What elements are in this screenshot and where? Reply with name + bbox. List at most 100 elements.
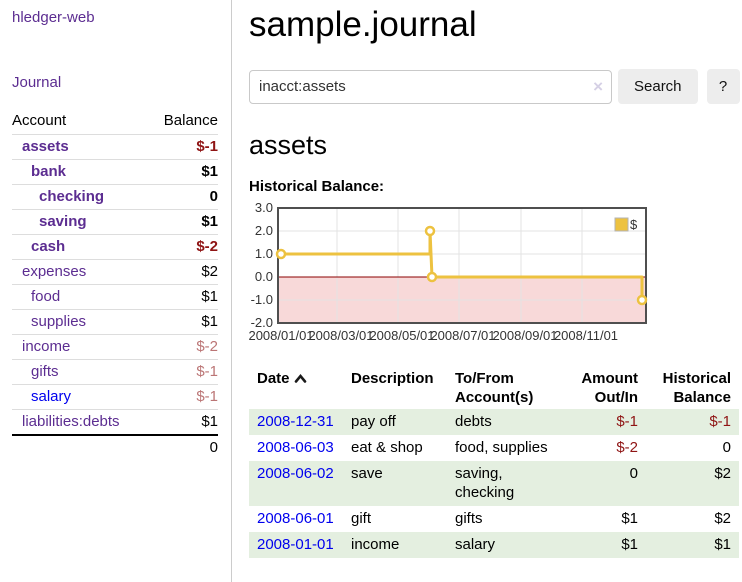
account-link-assets[interactable]: assets [22,138,69,155]
account-total-row: 0 [12,434,218,460]
sort-ascending-icon [294,370,307,389]
legend-swatch [614,217,629,232]
x-gridlines [336,209,583,322]
account-row: expenses $2 [12,259,218,285]
date-column-header[interactable]: Date [249,367,343,409]
account-balance: $-1 [148,134,218,160]
transaction-amount: $1 [562,532,646,558]
transaction-date-link[interactable]: 2008-06-02 [257,465,334,482]
search-input[interactable] [249,69,612,104]
transaction-accounts: salary [447,532,562,558]
search-box: × [249,69,612,104]
transaction-amount: 0 [562,461,646,506]
y-tick-labels: 3.0 2.0 1.0 0.0 -1.0 -2.0 [251,200,273,330]
account-link-cash[interactable]: cash [31,238,66,255]
svg-text:0.0: 0.0 [255,269,273,284]
account-row: salary $-1 [12,384,218,410]
account-row: checking 0 [12,184,218,210]
transaction-description: gift [351,510,372,527]
chart-title: Historical Balance: [249,178,385,195]
legend-label: $ [630,217,638,232]
register-header-row: Date Description To/From Account(s) Amou… [249,367,739,409]
account-balance: $1 [148,284,218,310]
account-link-bank[interactable]: bank [31,163,67,180]
account-link-expenses[interactable]: expenses [22,263,87,280]
transaction-row[interactable]: 2008-06-03 eat & shop food, supplies $-2… [249,435,739,461]
transaction-description: pay off [343,409,447,435]
transaction-balance: $-1 [646,409,739,435]
account-balance: $-2 [148,234,218,260]
account-link-food[interactable]: food [31,288,61,305]
transaction-accounts: debts [447,409,562,435]
transaction-date-link[interactable]: 2008-12-31 [257,413,334,430]
data-points [275,225,648,306]
account-balance: $-1 [148,384,218,410]
transaction-row[interactable]: 2008-06-01 gift gifts $1 $2 [249,506,739,532]
account-balance: $1 [148,309,218,335]
account-row: liabilities:debts $1 [12,409,218,435]
transaction-amount: $-2 [616,439,638,456]
account-link-liabilities-debts[interactable]: liabilities:debts [22,413,120,430]
transaction-description: eat & shop [351,439,423,456]
svg-text:2008/03/01: 2008/03/01 [308,328,373,343]
search-form: × Search ? [249,69,742,104]
transaction-accounts: food, supplies [455,439,548,456]
tofrom-column-header: To/From Account(s) [455,370,534,406]
account-balance: $-1 [148,359,218,385]
account-balance-table: Account Balance assets $-1 bank $1 check… [12,109,218,460]
help-button[interactable]: ? [706,69,740,104]
transaction-description: income [343,532,447,558]
account-row: income $-2 [12,334,218,360]
account-link-income[interactable]: income [22,338,71,355]
account-row: cash $-2 [12,234,218,260]
description-column-header: Description [351,370,434,387]
account-link-checking[interactable]: checking [39,188,105,205]
account-row: assets $-1 [12,134,218,160]
account-link-supplies[interactable]: supplies [31,313,87,330]
account-row: supplies $1 [12,309,218,335]
amount-column-header: Amount Out/In [581,370,638,406]
account-balance: $1 [148,409,218,435]
app-title-link[interactable]: hledger-web [12,9,95,26]
main-content: sample.journal × Search ? assets Histori… [232,0,742,582]
search-button[interactable]: Search [618,69,698,104]
total-balance: 0 [148,434,218,460]
sidebar: hledger-web Journal Account Balance asse… [0,0,232,582]
svg-text:2.0: 2.0 [255,223,273,238]
transaction-row[interactable]: 2008-12-31 pay off debts $-1 $-1 [249,409,739,435]
account-row: gifts $-1 [12,359,218,385]
svg-text:2008/09/01: 2008/09/01 [492,328,557,343]
transaction-balance: $2 [714,510,731,527]
transaction-accounts: gifts [455,510,483,527]
account-link-gifts[interactable]: gifts [31,363,59,380]
svg-text:2008/11/01: 2008/11/01 [554,328,618,343]
historical-balance-chart: $ 3.0 2.0 1.0 0.0 -1.0 -2.0 2008/01/01 2… [248,200,742,351]
account-link-salary[interactable]: salary [31,388,72,405]
date-header-label: Date [257,370,290,387]
transaction-balance: 0 [722,439,731,456]
account-link-saving[interactable]: saving [39,213,87,230]
chart-svg: $ 3.0 2.0 1.0 0.0 -1.0 -2.0 2008/01/01 2… [248,200,648,343]
svg-text:2008/07/01: 2008/07/01 [430,328,495,343]
account-balance: $-2 [148,334,218,360]
balance-column-header: Balance [163,112,218,129]
clear-search-icon[interactable]: × [593,76,603,96]
x-tick-labels: 2008/01/01 2008/03/01 2008/05/01 2008/07… [248,328,618,343]
transaction-row[interactable]: 2008-06-02 save saving, checking 0 $2 [249,461,739,506]
sidebar-item-journal[interactable]: Journal [12,74,62,91]
account-balance: $2 [148,259,218,285]
svg-text:3.0: 3.0 [255,201,273,215]
balance-column-header: Historical Balance [662,370,731,406]
transaction-description: save [343,461,447,506]
transaction-row[interactable]: 2008-01-01 income salary $1 $1 [249,532,739,558]
account-row: food $1 [12,284,218,310]
transaction-date-link[interactable]: 2008-06-01 [257,510,334,527]
svg-text:2008/01/01: 2008/01/01 [249,328,314,343]
transaction-date-link[interactable]: 2008-06-03 [257,439,334,456]
svg-text:-2.0: -2.0 [251,315,273,330]
transaction-date-link[interactable]: 2008-01-01 [257,536,334,553]
account-balance: $1 [148,209,218,235]
balance-line [279,229,644,302]
page-title: sample.journal [249,5,477,44]
